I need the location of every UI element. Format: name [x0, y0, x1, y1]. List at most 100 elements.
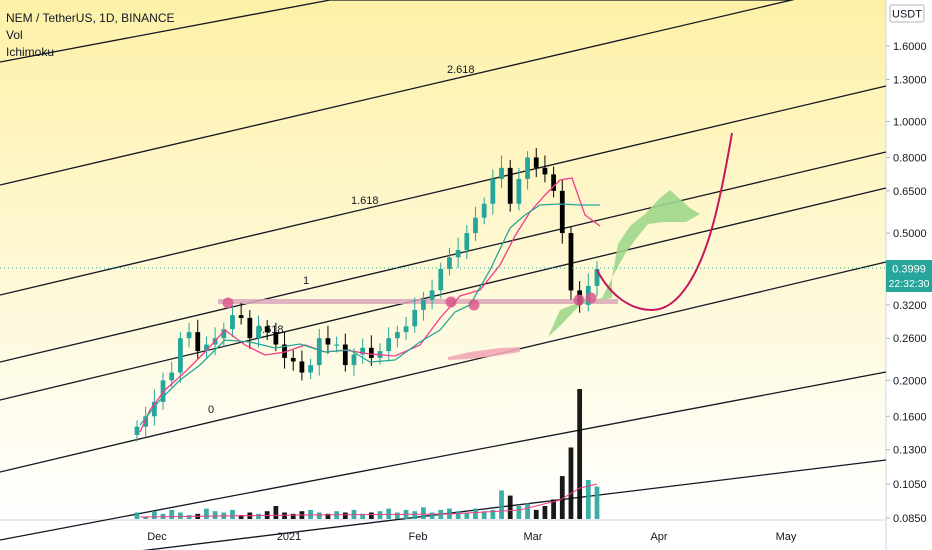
- candle-body[interactable]: [594, 268, 600, 286]
- candle-body[interactable]: [299, 361, 305, 373]
- support-touch-marker[interactable]: [585, 292, 597, 304]
- support-touch-marker[interactable]: [222, 297, 234, 309]
- candle-body[interactable]: [160, 380, 166, 402]
- candle-body[interactable]: [542, 167, 548, 175]
- candle-body[interactable]: [551, 174, 556, 191]
- candle[interactable]: [325, 325, 331, 354]
- time-axis-panel[interactable]: [0, 520, 932, 550]
- candle-body[interactable]: [273, 332, 279, 345]
- candle-body[interactable]: [186, 332, 192, 339]
- candle[interactable]: [507, 159, 513, 212]
- candle-body[interactable]: [507, 167, 513, 204]
- candle-body[interactable]: [516, 178, 522, 204]
- candle-body[interactable]: [290, 357, 296, 362]
- candle-body[interactable]: [499, 167, 504, 179]
- indicator-vol-label[interactable]: Vol: [6, 28, 23, 42]
- candle-body[interactable]: [394, 332, 400, 339]
- symbol-title[interactable]: NEM / TetherUS, 1D, BINANCE: [6, 11, 175, 25]
- candle[interactable]: [134, 420, 140, 442]
- candle[interactable]: [221, 322, 227, 348]
- candle[interactable]: [412, 297, 418, 333]
- candle-body[interactable]: [438, 268, 444, 291]
- candle-body[interactable]: [221, 329, 227, 339]
- candle-body[interactable]: [143, 416, 149, 427]
- candle-body[interactable]: [247, 317, 253, 339]
- candle[interactable]: [334, 336, 340, 353]
- candle-body[interactable]: [525, 157, 530, 179]
- candle[interactable]: [230, 305, 235, 338]
- candle[interactable]: [403, 316, 409, 341]
- candle-body[interactable]: [238, 315, 244, 318]
- candle[interactable]: [525, 151, 530, 190]
- fib-channel-line-0[interactable]: [0, 261, 887, 473]
- candle[interactable]: [516, 168, 522, 211]
- candle[interactable]: [204, 336, 209, 358]
- candle[interactable]: [447, 247, 452, 276]
- candle-body[interactable]: [403, 326, 409, 333]
- fib-channel-line-3[interactable]: [0, 85, 887, 296]
- candle-body[interactable]: [264, 326, 270, 333]
- candle-body[interactable]: [473, 217, 478, 234]
- currency-badge-box[interactable]: [889, 4, 925, 23]
- candle[interactable]: [342, 333, 348, 372]
- fib-channel-line-1[interactable]: [0, 187, 887, 401]
- candle[interactable]: [264, 319, 270, 341]
- candle-body[interactable]: [412, 309, 418, 327]
- candle-body[interactable]: [368, 347, 374, 358]
- candle[interactable]: [394, 325, 400, 348]
- candle-body[interactable]: [490, 178, 496, 204]
- candle-body[interactable]: [351, 354, 357, 366]
- candle-body[interactable]: [386, 338, 392, 352]
- candle[interactable]: [273, 322, 279, 352]
- candle[interactable]: [551, 166, 556, 198]
- candle-body[interactable]: [429, 290, 435, 300]
- candle[interactable]: [542, 155, 548, 183]
- candle[interactable]: [499, 155, 504, 189]
- candle[interactable]: [143, 406, 149, 438]
- candle[interactable]: [429, 279, 435, 310]
- candle-body[interactable]: [316, 338, 322, 366]
- fib-channel-line-2[interactable]: [0, 151, 887, 363]
- candle-body[interactable]: [282, 344, 287, 358]
- candle-body[interactable]: [360, 347, 366, 355]
- candle[interactable]: [421, 292, 426, 321]
- candle[interactable]: [473, 206, 478, 241]
- support-touch-marker[interactable]: [468, 299, 480, 311]
- fib-channel-line-7[interactable]: [0, 371, 887, 541]
- support-touch-marker[interactable]: [573, 294, 585, 306]
- candle-body[interactable]: [559, 190, 565, 234]
- candle-body[interactable]: [308, 365, 313, 373]
- candle[interactable]: [490, 169, 496, 215]
- candle-body[interactable]: [256, 326, 261, 339]
- candle-body[interactable]: [169, 372, 175, 381]
- candle-body[interactable]: [481, 203, 487, 218]
- support-touch-marker[interactable]: [445, 296, 457, 308]
- candle-body[interactable]: [464, 233, 470, 250]
- candle[interactable]: [169, 361, 175, 387]
- candle[interactable]: [316, 328, 322, 376]
- candle[interactable]: [299, 350, 305, 381]
- candle[interactable]: [464, 225, 470, 260]
- candle[interactable]: [178, 331, 183, 384]
- candle[interactable]: [308, 358, 313, 380]
- price-projection-curve[interactable]: [596, 132, 733, 312]
- candle-body[interactable]: [151, 401, 157, 417]
- candle-body[interactable]: [195, 332, 201, 352]
- candle[interactable]: [256, 315, 261, 348]
- candle-body[interactable]: [230, 315, 235, 330]
- candle[interactable]: [533, 148, 539, 178]
- candle-body[interactable]: [447, 257, 452, 269]
- fib-channel-line-5[interactable]: [0, 0, 331, 63]
- candle-body[interactable]: [325, 338, 331, 345]
- candle[interactable]: [238, 302, 244, 325]
- indicator-ichimoku-label[interactable]: Ichimoku: [6, 45, 55, 59]
- candle[interactable]: [282, 332, 287, 369]
- candle[interactable]: [195, 319, 201, 359]
- candle-body[interactable]: [568, 233, 574, 291]
- candle[interactable]: [160, 372, 166, 410]
- candle-body[interactable]: [421, 299, 426, 310]
- candle[interactable]: [481, 197, 487, 225]
- support-touch-markers[interactable]: [222, 292, 597, 311]
